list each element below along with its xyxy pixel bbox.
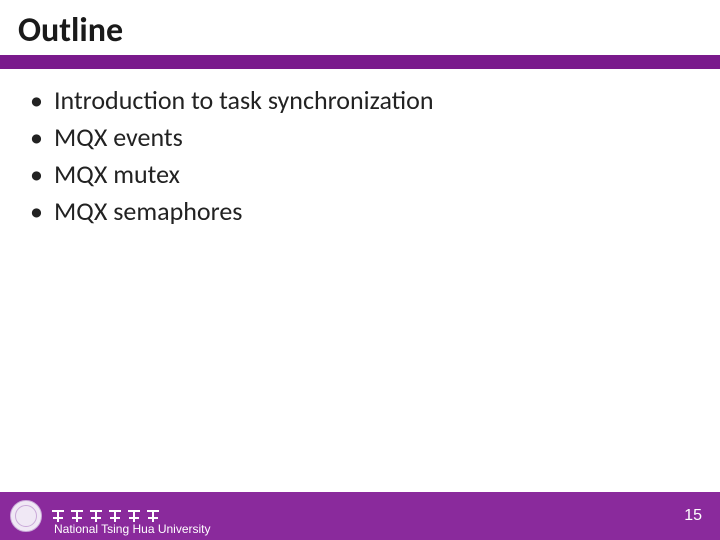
university-seal-icon: [10, 500, 42, 532]
title-area: Outline: [0, 0, 720, 55]
university-name-en: National Tsing Hua University: [54, 522, 211, 536]
bullet-item: Introduction to task synchronization: [28, 83, 692, 118]
title-underline: [0, 55, 720, 69]
bullet-item: MQX semaphores: [28, 194, 692, 229]
slide: Outline Introduction to task synchroniza…: [0, 0, 720, 540]
footer-bar: National Tsing Hua University 15: [0, 492, 720, 540]
content-area: Introduction to task synchronization MQX…: [0, 69, 720, 492]
page-number: 15: [684, 507, 702, 525]
bullet-list: Introduction to task synchronization MQX…: [28, 83, 692, 229]
bullet-item: MQX events: [28, 120, 692, 155]
bullet-item: MQX mutex: [28, 157, 692, 192]
slide-title: Outline: [18, 10, 702, 51]
